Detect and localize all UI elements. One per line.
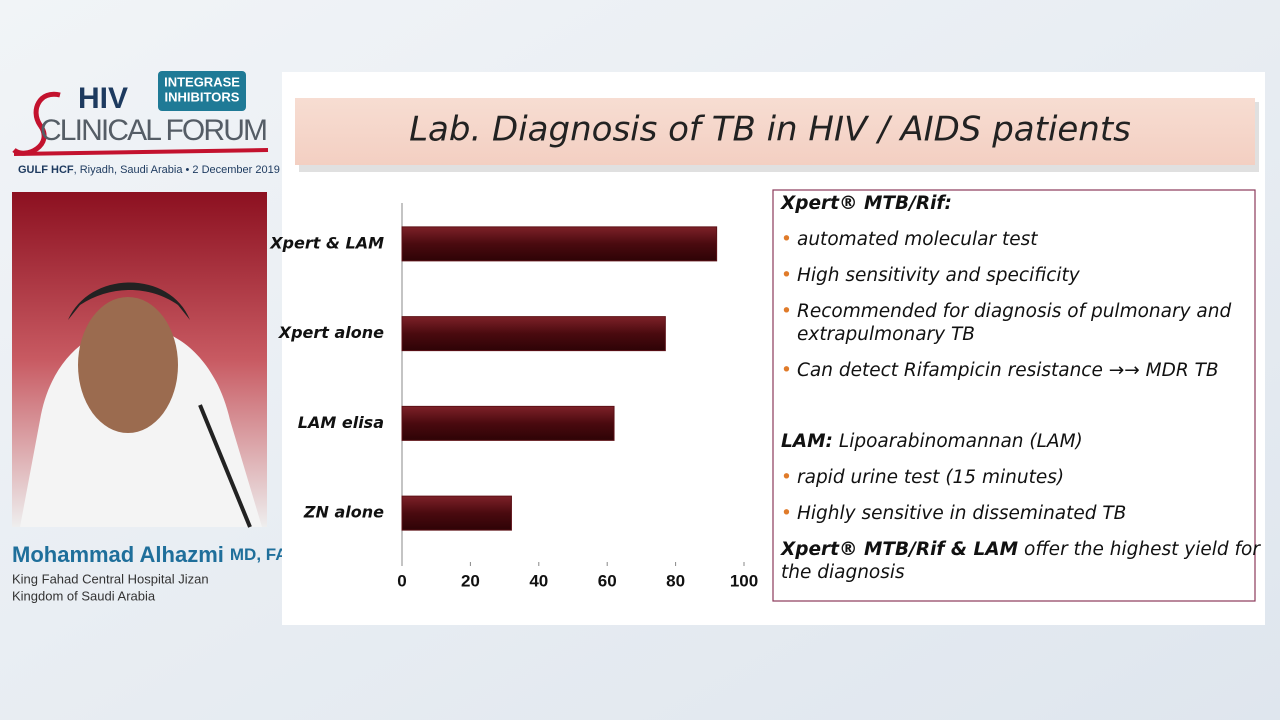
slide-title: Lab. Diagnosis of TB in HIV / AIDS patie… — [409, 110, 1131, 150]
bullet: • — [781, 467, 792, 488]
category-label: Xpert & LAM — [269, 233, 384, 252]
event-name: GULF HCF — [18, 164, 74, 176]
bullet: • — [781, 229, 792, 250]
lam-line: LAM: Lipoarabinomannan (LAM) — [781, 431, 1083, 452]
conclusion-text: offer the highest yield for — [1024, 539, 1261, 560]
category-label: ZN alone — [303, 503, 384, 522]
speaker-affiliation: Kingdom of Saudi Arabia — [12, 588, 156, 603]
bullet-text: High sensitivity and specificity — [797, 265, 1081, 286]
bullet-text: extrapulmonary TB — [797, 324, 975, 345]
category-label: LAM elisa — [298, 413, 384, 432]
category-label: Xpert alone — [278, 323, 384, 342]
speaker-face — [78, 297, 178, 433]
event-line: GULF HCF, Riyadh, Saudi Arabia • 2 Decem… — [18, 164, 280, 176]
logo-forum: CLINICAL FORUM — [40, 114, 268, 147]
badge-text: INTEGRASE — [164, 74, 240, 89]
ribbon-line — [13, 148, 269, 156]
bullet: • — [781, 360, 792, 381]
bar — [401, 316, 666, 352]
badge-text: INHIBITORS — [165, 89, 240, 104]
bar — [401, 405, 615, 441]
bullet-text: rapid urine test (15 minutes) — [797, 467, 1064, 488]
bullet-text: Can detect Rifampicin resistance →→ MDR … — [797, 360, 1219, 381]
notes-heading: Xpert® MTB/Rif: — [780, 193, 952, 214]
bullet: • — [781, 301, 792, 322]
lam-definition: Lipoarabinomannan (LAM) — [839, 431, 1083, 452]
x-tick-label: 60 — [598, 571, 617, 590]
event-details: , Riyadh, Saudi Arabia • 2 December 2019 — [74, 164, 280, 176]
chart: 0 20 40 60 80 100 Xpert & LAM Xpert alone LAM el… — [269, 203, 758, 590]
bar — [401, 495, 512, 531]
title-box — [295, 98, 1255, 165]
x-tick-label: 80 — [666, 571, 685, 590]
x-tick-label: 40 — [529, 571, 548, 590]
conclusion: Xpert® MTB/Rif & LAM offer the highest yi… — [780, 539, 1261, 560]
notes-box — [772, 189, 1256, 602]
x-tick-label: 20 — [461, 571, 480, 590]
x-tick-label: 0 — [397, 571, 406, 590]
speaker-headband — [68, 282, 190, 320]
microphone — [198, 404, 252, 528]
speaker-line: Mohammad Alhazmi MD, FACP — [12, 542, 311, 567]
bullet: • — [781, 503, 792, 524]
notes-heading: LAM: — [781, 431, 833, 452]
speaker-name: Mohammad Alhazmi — [12, 542, 224, 567]
notes: Xpert® MTB/Rif:• automated molecular test… — [780, 193, 1261, 583]
conclusion-text: the diagnosis — [781, 562, 905, 583]
x-tick-label: 100 — [730, 571, 758, 590]
bullet: • — [781, 265, 792, 286]
logo-hiv: HIV — [78, 82, 128, 115]
badge — [158, 71, 246, 111]
bullet-text: Highly sensitive in disseminated TB — [797, 503, 1126, 524]
bar — [401, 226, 718, 262]
bullet-text: automated molecular test — [797, 229, 1038, 250]
conclusion-bold: Xpert® MTB/Rif & LAM — [780, 539, 1019, 560]
speaker-affiliation: King Fahad Central Hospital Jizan — [12, 571, 209, 586]
bullet-text: Recommended for diagnosis of pulmonary a… — [797, 301, 1231, 322]
